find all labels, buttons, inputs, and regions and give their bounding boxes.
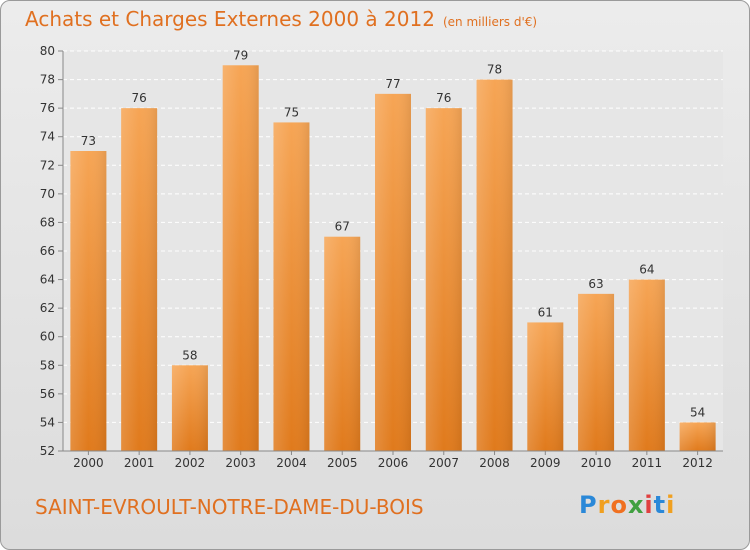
chart-title: Achats et Charges Externes 2000 à 2012 (e… <box>25 7 537 31</box>
y-tick-label: 60 <box>40 330 55 344</box>
logo-letter: i <box>644 491 654 519</box>
bar-shine <box>476 79 513 452</box>
y-tick-label: 56 <box>40 387 55 401</box>
bar-value-label: 61 <box>538 305 553 319</box>
bar-value-label: 73 <box>81 134 96 148</box>
place-name: SAINT-EVROULT-NOTRE-DAME-DU-BOIS <box>35 495 424 519</box>
bar-value-label: 78 <box>487 63 502 77</box>
bar-shine <box>70 151 107 451</box>
x-tick-label: 2006 <box>378 456 409 470</box>
bar-value-label: 75 <box>284 105 299 119</box>
x-tick-label: 2005 <box>327 456 358 470</box>
bar-value-label: 54 <box>690 405 705 419</box>
y-tick-label: 72 <box>40 158 55 172</box>
logo-letter: r <box>597 491 611 519</box>
bar-shine <box>324 236 361 451</box>
x-tick-label: 2009 <box>530 456 561 470</box>
y-tick-label: 78 <box>40 73 55 87</box>
y-tick-label: 68 <box>40 215 55 229</box>
x-tick-label: 2000 <box>73 456 104 470</box>
y-tick-label: 70 <box>40 187 55 201</box>
bar-value-label: 58 <box>182 348 197 362</box>
x-tick-label: 2011 <box>632 456 663 470</box>
logo-letter: o <box>610 491 628 519</box>
x-tick-label: 2004 <box>276 456 307 470</box>
bar-value-label: 63 <box>588 277 603 291</box>
x-tick-label: 2007 <box>428 456 459 470</box>
proxiti-logo[interactable]: Proxiti <box>579 491 675 519</box>
bar-shine <box>273 122 310 451</box>
x-tick-label: 2001 <box>124 456 155 470</box>
logo-letter: P <box>579 491 598 519</box>
bar-shine <box>628 279 665 451</box>
axis-layer: 52 54 56 58 60 62 64 66 68 70 72 74 76 78 80 2000 2001 20… <box>40 44 723 470</box>
bar-value-label: 77 <box>385 77 400 91</box>
bar-value-label: 76 <box>436 91 451 105</box>
y-tick-label: 58 <box>40 358 55 372</box>
chart-title-text: Achats et Charges Externes 2000 à 2012 <box>25 7 435 31</box>
bar-shine <box>578 293 615 451</box>
x-tick-label: 2003 <box>225 456 256 470</box>
x-tick-label: 2002 <box>175 456 206 470</box>
bar-value-label: 76 <box>132 91 147 105</box>
bar-shine <box>121 108 158 452</box>
bar-value-label: 67 <box>335 220 350 234</box>
logo-letter: i <box>666 491 676 519</box>
bar-shine <box>222 65 259 452</box>
bar-shine <box>171 365 208 451</box>
y-tick-label: 62 <box>40 301 55 315</box>
bar-shine <box>679 422 716 451</box>
x-tick-label: 2012 <box>682 456 713 470</box>
y-tick-label: 74 <box>40 130 55 144</box>
y-tick-label: 52 <box>40 444 55 458</box>
logo-letter: x <box>627 491 645 519</box>
y-tick-label: 66 <box>40 244 55 258</box>
bar-layer: 73 76 58 79 75 67 77 76 78 61 63 64 54 <box>70 48 716 452</box>
y-tick-label: 54 <box>40 415 55 429</box>
bar-shine <box>425 108 462 452</box>
logo-letter: t <box>653 491 667 519</box>
bar-shine <box>527 322 564 451</box>
bar-shine <box>375 93 411 451</box>
chart-subtitle: (en milliers d'€) <box>442 15 538 29</box>
y-tick-label: 64 <box>40 273 55 287</box>
x-tick-label: 2010 <box>581 456 612 470</box>
bar-value-label: 79 <box>233 48 248 62</box>
x-tick-label: 2008 <box>479 456 510 470</box>
y-tick-label: 80 <box>40 44 55 58</box>
y-tick-label: 76 <box>40 101 55 115</box>
bar-value-label: 64 <box>639 263 654 277</box>
